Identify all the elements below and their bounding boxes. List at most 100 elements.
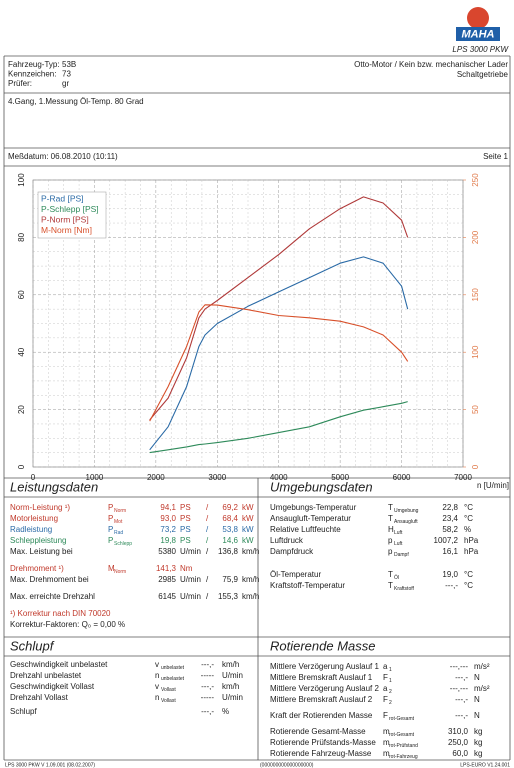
row-unit: % — [464, 525, 471, 534]
y-tick-label: 0 — [17, 464, 26, 469]
row-separator: / — [206, 514, 209, 523]
row-unit: km/h — [242, 592, 259, 601]
note: 4.Gang, 1.Messung Öl-Temp. 80 Grad — [8, 97, 144, 106]
row-unit: km/h — [242, 575, 259, 584]
row-subscript: 2 — [389, 689, 392, 695]
y-tick-label: 100 — [17, 173, 26, 187]
x-tick-label: 0 — [31, 473, 36, 482]
legend-box — [37, 191, 107, 239]
row-value: 68,4 — [222, 514, 238, 523]
row-unit: hPa — [464, 547, 479, 556]
row-value: 6145 — [158, 592, 176, 601]
row-label: Kraftstoff-Temperatur — [270, 581, 345, 590]
row-subscript: rot-Gesamt — [389, 716, 415, 722]
row-subscript: 2 — [389, 700, 392, 706]
row-label: Ansaugluft-Temperatur — [270, 514, 351, 523]
row-symbol: n — [155, 671, 159, 680]
row-subscript: Mot — [114, 519, 123, 525]
y2-tick-label: 250 — [471, 173, 480, 187]
row-symbol: v — [155, 682, 159, 691]
row-symbol: m — [383, 738, 390, 747]
series-line — [149, 256, 409, 451]
row-value: 2985 — [158, 575, 176, 584]
x-tick-label: 1000 — [86, 473, 104, 482]
row-value: ---,- — [455, 695, 468, 704]
footer-text: LPS 3000 PKW V 1.09.001 (08.02.2007) — [5, 762, 95, 768]
row-value: 136,8 — [218, 547, 239, 556]
row-symbol: T — [388, 570, 393, 579]
row-unit: kg — [474, 738, 482, 747]
row-label: Mittlere Bremskraft Auslauf 1 — [270, 673, 373, 682]
row-unit: U/min — [180, 575, 201, 584]
row-label: Kraft der Rotierenden Masse — [270, 711, 373, 720]
row-label: Luftdruck — [270, 536, 304, 545]
row-subscript: Norm — [114, 569, 126, 575]
section-title: Schlupf — [10, 638, 55, 653]
vehicle-label: Prüfer: — [8, 79, 32, 88]
row-value: 1007,2 — [434, 536, 459, 545]
row-unit: °C — [464, 514, 473, 523]
logo: MAHA — [456, 7, 500, 41]
row-separator: / — [206, 547, 209, 556]
row-unit: N — [474, 695, 480, 704]
row-label: Drehmoment ¹) — [10, 564, 64, 573]
section-title: Leistungsdaten — [10, 479, 98, 494]
row-symbol: p — [388, 536, 393, 545]
row-subscript: unbelastet — [161, 676, 185, 682]
logo-emblem — [467, 7, 489, 29]
row-label: Drehzahl Vollast — [10, 693, 69, 702]
date: Meßdatum: 06.08.2010 (10:11) — [8, 152, 118, 161]
row-value: 155,3 — [218, 592, 239, 601]
row-separator: / — [206, 525, 209, 534]
row-label: Norm-Leistung ¹) — [10, 503, 70, 512]
row-unit: kg — [474, 749, 482, 758]
row-value: 23,4 — [442, 514, 458, 523]
row-label: Drehzahl unbelastet — [10, 671, 82, 680]
y2-tick-label: 200 — [471, 230, 480, 244]
row-label: Mittlere Bremskraft Auslauf 2 — [270, 695, 373, 704]
row-unit: PS — [180, 503, 191, 512]
row-value: 250,0 — [448, 738, 469, 747]
row-unit: km/h — [222, 682, 239, 691]
row-subscript: Kraftstoff — [394, 586, 415, 592]
legend-entry: M-Norm [Nm] — [41, 225, 92, 235]
page-number: Seite 1 — [483, 152, 508, 161]
row-label: Max. Drehmoment bei — [10, 575, 89, 584]
row-unit: U/min — [180, 547, 201, 556]
row-symbol: P — [108, 514, 113, 523]
vehicle-value: gr — [62, 79, 69, 88]
row-value: 14,6 — [222, 536, 238, 545]
row-value: 69,2 — [222, 503, 238, 512]
row-unit: kW — [242, 503, 254, 512]
x-tick-label: 5000 — [331, 473, 349, 482]
row-subscript: Ansaugluft — [394, 519, 418, 525]
row-subscript: Dampf — [394, 552, 409, 558]
row-label: Max. erreichte Drehzahl — [10, 592, 95, 601]
row-unit: % — [222, 707, 229, 716]
row-symbol: n — [155, 693, 159, 702]
row-value: ---,- — [201, 707, 214, 716]
row-subscript: Luft — [394, 541, 403, 547]
row-value: 60,0 — [452, 749, 468, 758]
row-separator: / — [206, 536, 209, 545]
row-label: Mittlere Verzögerung Auslauf 2 — [270, 684, 380, 693]
section-title: Rotierende Masse — [270, 638, 376, 653]
row-subscript: Vollast — [161, 687, 176, 693]
row-unit: PS — [180, 514, 191, 523]
row-value: ---,- — [455, 673, 468, 682]
row-subscript: Vollast — [161, 698, 176, 704]
row-label: Schleppleistung — [10, 536, 66, 545]
row-subscript: Öl — [394, 574, 399, 581]
legend-entry: P-Norm [PS] — [41, 214, 89, 224]
vehicle-label: Kennzeichen: — [8, 70, 56, 79]
row-unit: °C — [464, 570, 473, 579]
row-separator: / — [206, 592, 209, 601]
legend-entry: P-Rad [PS] — [41, 193, 84, 203]
row-label: Max. Leistung bei — [10, 547, 73, 556]
row-unit: U/min — [222, 671, 243, 680]
row-symbol: F — [383, 695, 388, 704]
row-symbol: H — [388, 525, 394, 534]
x-tick-label: 6000 — [393, 473, 411, 482]
row-value: 75,9 — [222, 575, 238, 584]
